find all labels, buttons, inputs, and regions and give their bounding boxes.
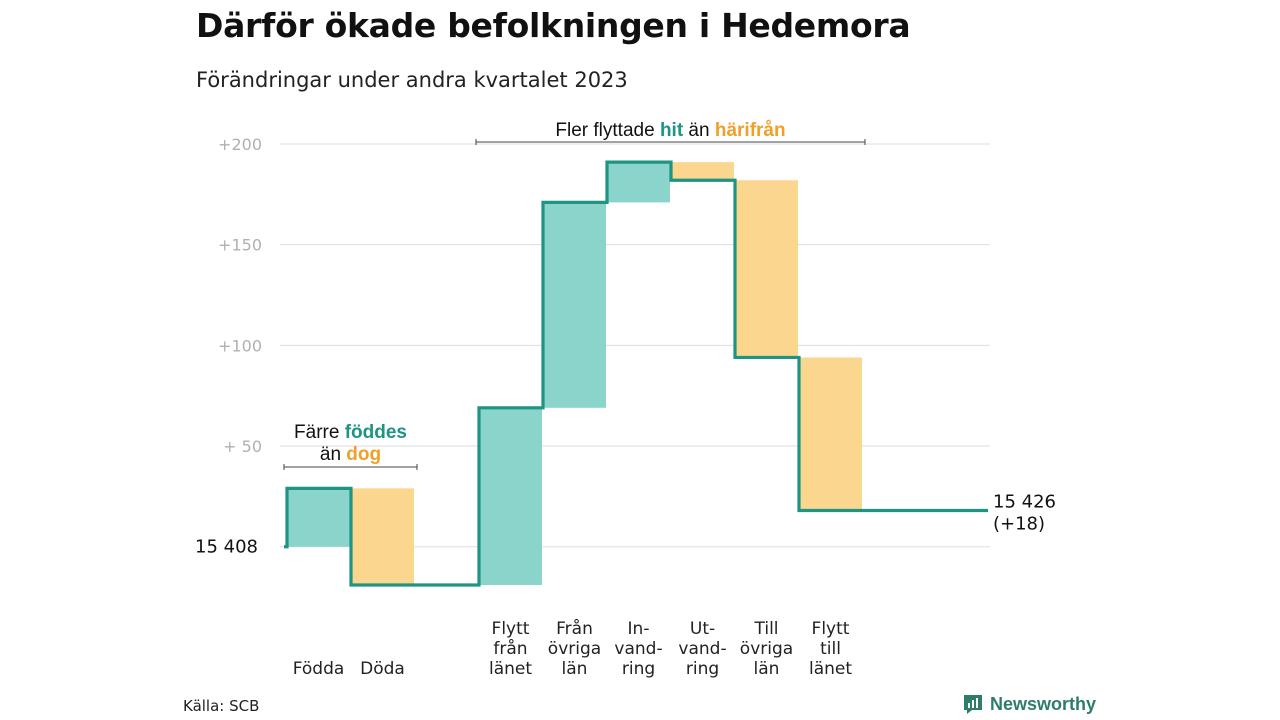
- category-label-line: Födda: [293, 659, 345, 679]
- category-label: Födda: [293, 659, 345, 679]
- category-label: Ut-vand-ring: [678, 619, 726, 679]
- annotation-segment: föddes: [345, 422, 407, 443]
- category-label-line: länet: [809, 659, 852, 679]
- chart-title: Därför ökade befolkningen i Hedemora: [196, 6, 911, 45]
- category-label-line: övriga: [548, 639, 601, 659]
- bar: [799, 357, 862, 511]
- category-label-line: Flytt: [492, 619, 530, 639]
- category-label-line: övriga: [740, 639, 793, 659]
- annotation-segment: dog: [346, 444, 381, 465]
- category-label-line: län: [754, 659, 780, 679]
- population-line: [284, 160, 988, 587]
- annotation-segment: Färre: [294, 422, 345, 443]
- category-label-line: ring: [622, 659, 655, 679]
- bar: [671, 162, 734, 181]
- category-label: Flytt till länet: [809, 619, 852, 679]
- annotation-segment: än: [683, 120, 715, 141]
- bar: [735, 180, 798, 358]
- category-label-line: Ut-: [690, 619, 715, 639]
- category-label: Flytt från länet: [489, 619, 532, 679]
- category-label-line: Flytt: [812, 619, 850, 639]
- start-value-label: 15 408: [195, 537, 258, 558]
- y-tick-label: +100: [218, 336, 262, 355]
- source-note: Källa: SCB: [183, 697, 260, 715]
- category-label: Döda: [360, 659, 405, 679]
- category-label: In-vand-ring: [614, 619, 662, 679]
- annotation-segment: härifrån: [715, 120, 786, 141]
- bar: [351, 488, 414, 585]
- brand-name: Newsworthy: [990, 693, 1097, 714]
- bar: [607, 162, 670, 203]
- bar: [287, 488, 350, 547]
- end-value-label-line: 15 426: [993, 491, 1056, 512]
- category-label-line: Döda: [360, 659, 405, 679]
- category-label-line: till: [820, 639, 841, 659]
- category-label-line: från: [493, 638, 527, 659]
- category-label-line: län: [562, 659, 588, 679]
- annotation-text: Färre föddes: [294, 422, 407, 443]
- category-label: Till övriga län: [740, 619, 793, 679]
- category-label-line: vand-: [678, 639, 726, 659]
- annotation-segment: än: [320, 444, 346, 465]
- category-label-line: Från: [556, 618, 593, 639]
- end-value-label-line: (+18): [993, 513, 1045, 534]
- bar: [479, 407, 542, 585]
- newsworthy-logo-icon: [964, 695, 982, 714]
- annotation-segment: Fler flyttade: [555, 120, 660, 141]
- bar: [543, 202, 606, 408]
- chart-subtitle: Förändringar under andra kvartalet 2023: [196, 68, 628, 92]
- y-tick-label: +150: [218, 236, 262, 255]
- category-label-line: ring: [686, 659, 719, 679]
- y-tick-label: + 50: [223, 437, 262, 456]
- category-label-line: In-: [628, 619, 650, 639]
- category-label-line: Till: [753, 619, 778, 639]
- category-label: Från övriga län: [548, 618, 601, 679]
- category-label-line: länet: [489, 659, 532, 679]
- end-value-label: 15 426 (+18): [993, 491, 1056, 534]
- annotation-text: Fler flyttade hit än härifrån: [555, 120, 785, 141]
- annotation-text: än dog: [320, 444, 381, 465]
- annotation-segment: hit: [660, 120, 684, 141]
- category-label-line: vand-: [614, 639, 662, 659]
- y-tick-label: +200: [218, 135, 262, 154]
- brand-logo: Newsworthy: [962, 693, 1096, 715]
